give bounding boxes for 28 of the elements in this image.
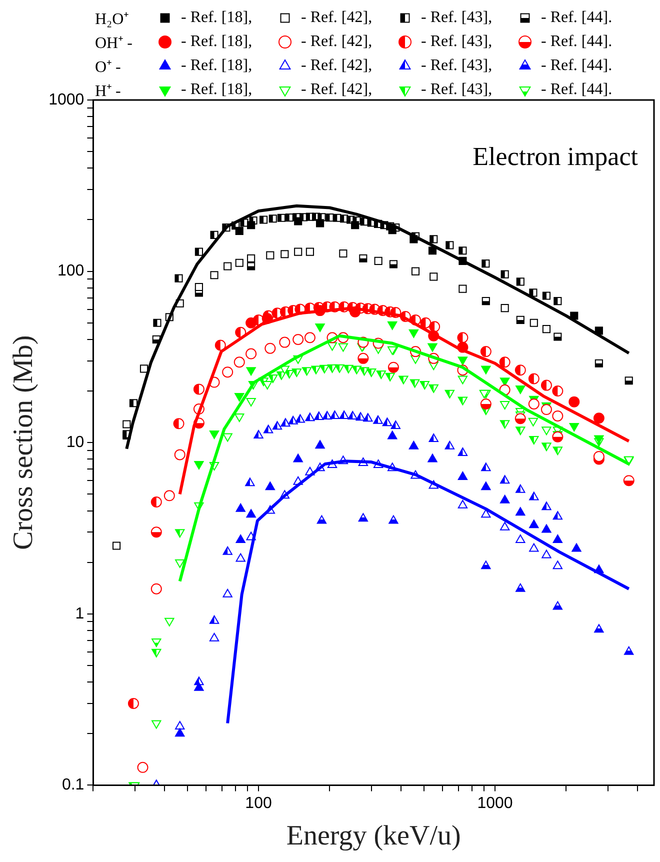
x-axis-title: Energy (keV/u) <box>286 820 461 852</box>
text: O⁺ - <box>95 58 122 77</box>
y-tick-label: 1 <box>75 605 84 622</box>
legend-label: - Ref. [18], <box>181 81 252 99</box>
text: H₂O⁺ <box>95 10 130 29</box>
legend-label: - Ref. [18], <box>181 33 252 51</box>
legend-label: - Ref. [43], <box>421 33 492 51</box>
legend-label: - Ref. [42], <box>301 81 372 99</box>
legend-label: - Ref. [43], <box>421 9 492 27</box>
y-tick-label: 100 <box>57 262 84 280</box>
y-axis-title: Cross section (Mb) <box>8 335 40 550</box>
y-tick-label: 10 <box>66 434 84 452</box>
legend-label: - Ref. [18], <box>181 57 252 75</box>
legend-label: - Ref. [44]. <box>541 81 612 99</box>
y-tick-label: 1000 <box>48 91 84 108</box>
text: OH⁺ - <box>95 34 134 53</box>
legend-label: - Ref. [44]. <box>541 57 612 75</box>
legend-label: - Ref. [43], <box>421 57 492 75</box>
legend-label: - Ref. [42], <box>301 9 372 27</box>
annotation: Electron impact <box>472 142 638 172</box>
legend-label: - Ref. [44]. <box>541 33 612 51</box>
legend-label: - Ref. [42], <box>301 57 372 75</box>
y-tick-label: 0.1 <box>62 776 84 794</box>
legend-label: - Ref. [43], <box>421 81 492 99</box>
legend-label: - Ref. [42], <box>301 33 372 51</box>
text: H⁺ - <box>95 82 122 101</box>
legend-label: - Ref. [44]. <box>541 9 612 27</box>
legend-label: - Ref. [18], <box>181 9 252 27</box>
